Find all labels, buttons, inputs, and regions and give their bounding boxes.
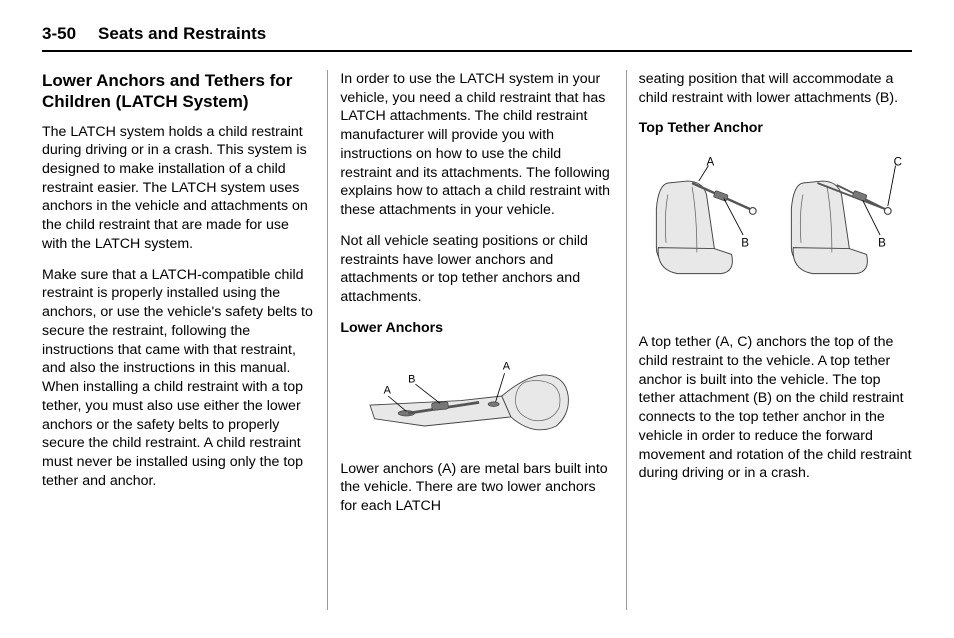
paragraph: seating position that will accommodate a… [639, 70, 912, 107]
subheading-top-tether: Top Tether Anchor [639, 119, 912, 138]
figure-top-tether: A B [639, 156, 912, 291]
section-title: Lower Anchors and Tethers for Children (… [42, 70, 315, 113]
paragraph: Lower anchors (A) are metal bars built i… [340, 460, 613, 516]
column-3: seating position that will accommodate a… [627, 70, 912, 610]
label-c: C [893, 157, 901, 169]
figure-lower-anchors: A B A [340, 346, 613, 446]
lower-anchors-diagram: A B A [340, 346, 600, 446]
label-b: B [409, 373, 416, 385]
column-2: In order to use the LATCH system in your… [328, 70, 625, 610]
body-columns: Lower Anchors and Tethers for Children (… [42, 70, 912, 610]
label-b: B [741, 238, 749, 250]
paragraph: In order to use the LATCH system in your… [340, 70, 613, 220]
label-a: A [384, 384, 392, 396]
paragraph: Make sure that a LATCH-compatible child … [42, 266, 315, 491]
paragraph: Not all vehicle seating positions or chi… [340, 232, 613, 307]
paragraph: A top tether (A, C) anchors the top of t… [639, 333, 912, 483]
label-a2: A [503, 360, 511, 372]
label-a: A [706, 157, 714, 169]
column-1: Lower Anchors and Tethers for Children (… [42, 70, 327, 610]
label-b2: B [878, 238, 886, 250]
manual-page: 3-50 Seats and Restraints Lower Anchors … [0, 0, 954, 638]
page-header: 3-50 Seats and Restraints [42, 24, 912, 52]
page-number: 3-50 [42, 24, 76, 44]
subheading-lower-anchors: Lower Anchors [340, 319, 613, 338]
chapter-title: Seats and Restraints [98, 24, 266, 44]
paragraph: The LATCH system holds a child restraint… [42, 123, 315, 254]
top-tether-diagram: A B [639, 156, 909, 291]
